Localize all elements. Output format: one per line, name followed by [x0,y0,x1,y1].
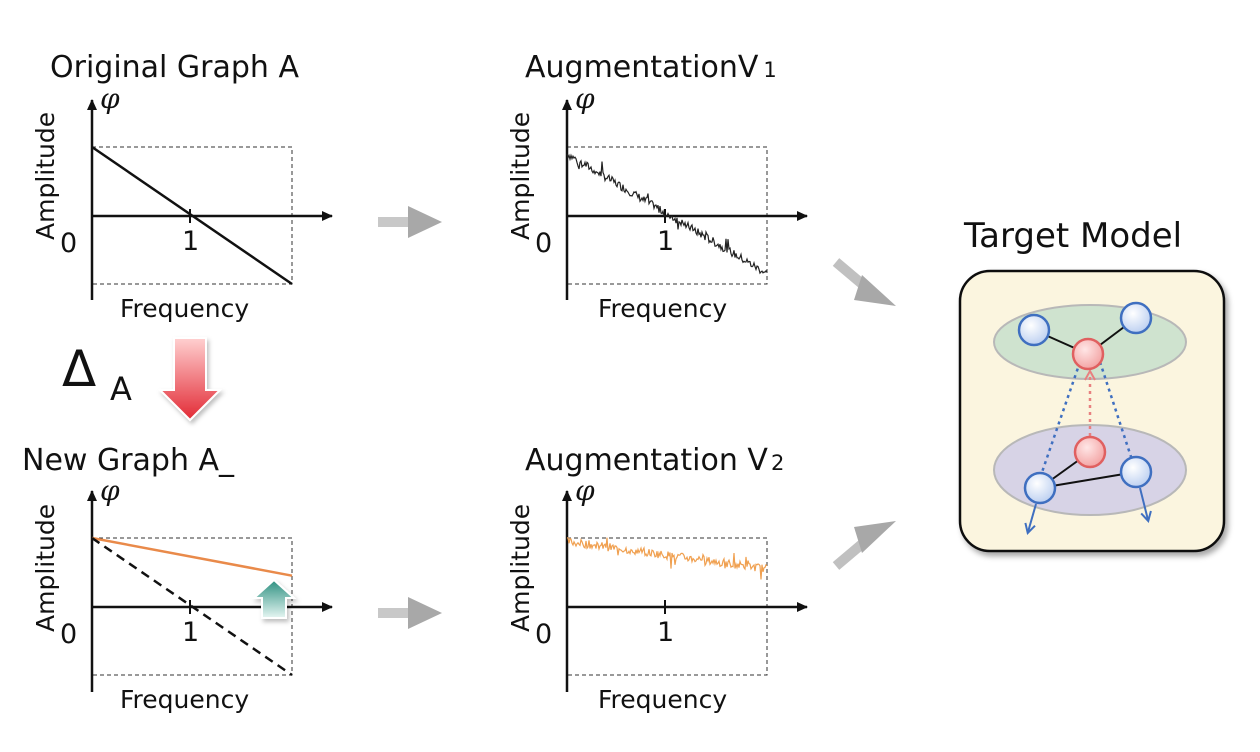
target-model-group: Target Model [958,216,1226,553]
y-axis-symbol: φ [575,474,595,507]
node-blue [1119,455,1153,489]
y-axis-label: Amplitude [506,112,535,240]
y-axis-label: Amplitude [31,504,60,632]
y-axis-symbol: φ [100,82,120,115]
output-arrow [1139,487,1148,520]
delta-group: Δ A [62,337,223,422]
chart-series-group [566,153,768,275]
panel-title-main: AugmentationV [525,50,759,85]
series-line-0 [91,536,293,577]
series-line-0 [566,537,768,580]
x-axis-label: Frequency [598,685,727,714]
panel-original-graph: Original Graph A φ Amplitude 0 1 Frequen… [31,50,333,323]
y-axis-label: Amplitude [31,112,60,240]
panel-title: New Graph A_ [22,443,235,478]
flow-arrow-bottom [378,597,442,629]
y-axis-label: Amplitude [506,504,535,632]
node-blue [1023,471,1057,505]
panel-title-main: Augmentation V [525,443,768,478]
chart-series-group [91,145,293,286]
down-arrow-icon [157,337,223,422]
chart-series-group [91,536,293,677]
origin-tick-label: 0 [60,228,77,259]
series-line-0 [566,153,768,275]
series-line-0 [91,145,293,286]
x-axis-label: Frequency [598,294,727,323]
x-tick-label: 1 [182,617,199,648]
node-red [1071,337,1105,371]
panel-title: Original Graph A [50,50,299,85]
output-arrow [1028,503,1037,532]
y-axis-symbol: φ [100,474,120,507]
node-blue [1017,313,1051,347]
panel-title-subscript: 1 [763,58,776,82]
chart-series-group [566,537,768,580]
x-tick-label: 1 [182,226,199,257]
delta-symbol: Δ [62,340,96,398]
x-tick-label: 1 [657,617,674,648]
x-tick-label: 1 [657,226,674,257]
panel-new-graph: New Graph A_ φ Amplitude 0 1 Frequency [22,443,333,714]
origin-tick-label: 0 [60,619,77,650]
origin-tick-label: 0 [535,228,552,259]
target-model-title: Target Model [963,216,1182,256]
x-axis-label: Frequency [120,685,249,714]
origin-tick-label: 0 [535,619,552,650]
panel-augmentation-v1: AugmentationV 1 φ Amplitude 0 1 Frequency [506,50,808,323]
flow-arrow-diag-up [832,521,896,570]
panel-title: AugmentationV 1 [525,50,777,85]
flow-arrow-top [378,206,442,238]
series-line-1 [91,536,293,677]
y-axis-symbol: φ [575,82,595,115]
node-blue [1119,301,1153,335]
delta-subscript: A [110,370,132,408]
node-red [1073,435,1107,469]
up-arrow-icon [251,578,297,619]
flow-arrow-diag-down [832,258,896,306]
x-axis-label: Frequency [120,294,249,323]
panel-title-subscript: 2 [771,451,784,475]
dotted-link [1098,361,1136,467]
